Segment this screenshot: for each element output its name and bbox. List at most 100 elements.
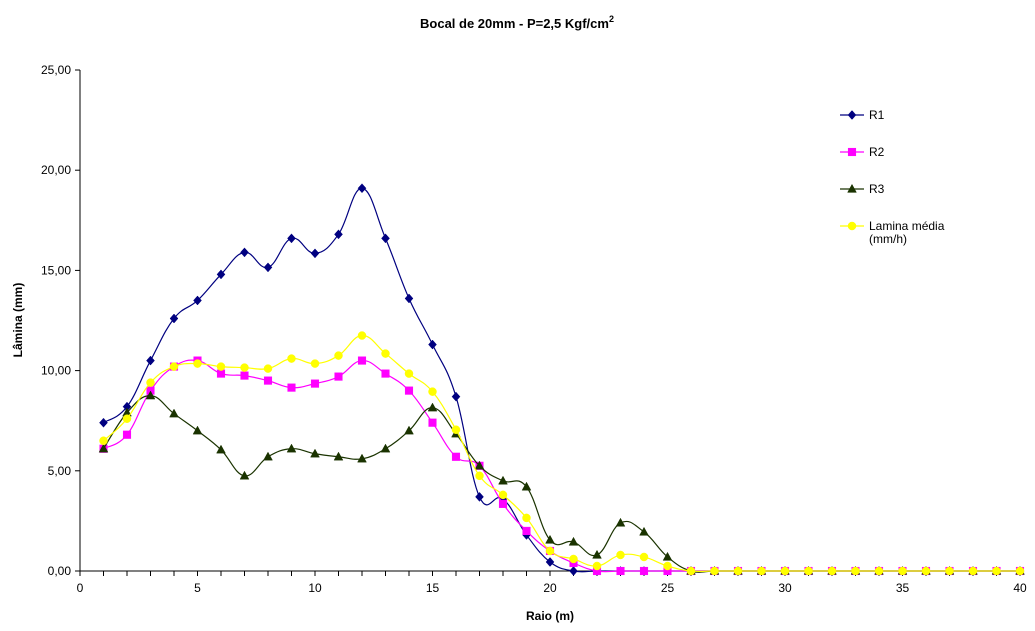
- data-point: [710, 566, 719, 576]
- data-point: [451, 425, 461, 434]
- data-point: [522, 513, 531, 523]
- data-point: [239, 470, 250, 480]
- legend-entry: R2: [840, 145, 885, 159]
- series-line: [103, 359, 1020, 573]
- legend-marker: [847, 110, 857, 120]
- legend-entry: R1: [840, 108, 885, 122]
- data-point: [874, 566, 884, 576]
- x-tick-label: 5: [194, 581, 201, 595]
- data-point: [381, 369, 390, 378]
- data-point: [263, 451, 273, 461]
- data-point: [569, 566, 578, 576]
- data-point: [122, 414, 132, 423]
- data-point: [334, 351, 343, 360]
- series-3: [98, 390, 1025, 575]
- data-point: [592, 561, 602, 571]
- y-axis-label: Lâmina (mm): [11, 283, 25, 358]
- legend-label: (mm/h): [869, 232, 907, 246]
- data-point: [428, 339, 437, 350]
- data-point: [451, 391, 461, 402]
- legend-label: R1: [869, 108, 885, 122]
- data-point: [898, 566, 907, 576]
- x-tick-label: 40: [1013, 581, 1027, 595]
- data-point: [545, 546, 555, 556]
- data-point: [287, 354, 296, 363]
- data-point: [286, 443, 297, 453]
- data-point: [169, 408, 179, 418]
- data-point: [404, 293, 414, 304]
- data-point: [498, 475, 508, 485]
- data-point: [733, 566, 743, 576]
- data-point: [287, 233, 296, 244]
- data-point: [592, 549, 602, 559]
- data-point: [146, 355, 155, 366]
- legend-marker: [847, 221, 857, 231]
- data-point: [240, 371, 249, 380]
- data-point: [216, 369, 226, 378]
- data-point: [310, 359, 320, 368]
- data-point: [616, 550, 625, 560]
- data-point: [827, 566, 837, 576]
- data-point: [992, 566, 1001, 576]
- data-point: [522, 526, 531, 535]
- legend-label: R3: [869, 182, 885, 196]
- data-point: [263, 262, 273, 273]
- data-point: [662, 551, 673, 561]
- data-point: [145, 390, 156, 400]
- data-point: [404, 386, 414, 395]
- x-tick-label: 25: [661, 581, 675, 595]
- data-point: [1015, 566, 1025, 576]
- data-point: [663, 561, 672, 571]
- legend: R1 R2 R3 Lamina média(mm/h): [840, 108, 945, 246]
- axes: 0,00 5,00 10,00 15,00 20,00 25,00 0 5 10 15 20 25 30…: [41, 63, 1027, 595]
- data-point: [968, 566, 978, 576]
- x-tick-label: 10: [308, 581, 322, 595]
- data-point: [146, 378, 155, 387]
- data-point: [498, 490, 508, 500]
- x-tick-label: 35: [896, 581, 910, 595]
- data-point: [357, 183, 367, 194]
- y-tick-label: 0,00: [48, 564, 72, 578]
- data-point: [615, 517, 626, 527]
- chart-title-main: Bocal de 20mm - P=2,5 Kgf/cm: [420, 16, 609, 31]
- data-point: [263, 376, 273, 385]
- data-point: [804, 566, 813, 576]
- data-point: [99, 417, 108, 428]
- data-point: [568, 536, 579, 546]
- data-point: [193, 295, 202, 306]
- x-tick-label: 15: [426, 581, 440, 595]
- data-point: [334, 229, 343, 240]
- data-point: [686, 566, 696, 576]
- data-point: [475, 491, 484, 502]
- x-axis-label: Raio (m): [526, 609, 574, 623]
- chart-title: Bocal de 20mm - P=2,5 Kgf/cm2: [420, 14, 614, 31]
- legend-label: Lamina média: [869, 219, 945, 233]
- data-point: [240, 247, 249, 258]
- y-tick-label: 20,00: [41, 163, 71, 177]
- data-point: [921, 566, 931, 576]
- data-point: [521, 481, 532, 491]
- series-line: [102, 395, 1020, 573]
- data-point: [428, 418, 437, 427]
- x-tick-label: 30: [778, 581, 792, 595]
- data-point: [216, 269, 226, 280]
- legend-entry: Lamina média(mm/h): [840, 219, 945, 246]
- data-point: [475, 471, 484, 481]
- chart-title-superscript: 2: [609, 14, 614, 24]
- data-point: [357, 331, 367, 340]
- data-point: [381, 233, 390, 244]
- legend-label: R2: [869, 145, 885, 159]
- series-layer: [98, 183, 1025, 576]
- data-point: [428, 387, 437, 396]
- data-point: [122, 430, 132, 439]
- data-point: [216, 362, 226, 371]
- legend-entry: R3: [840, 182, 885, 196]
- data-point: [310, 248, 320, 259]
- data-point: [757, 566, 766, 576]
- data-point: [404, 425, 414, 435]
- data-point: [333, 451, 344, 461]
- data-point: [451, 452, 461, 461]
- data-point: [334, 372, 343, 381]
- data-point: [616, 566, 625, 576]
